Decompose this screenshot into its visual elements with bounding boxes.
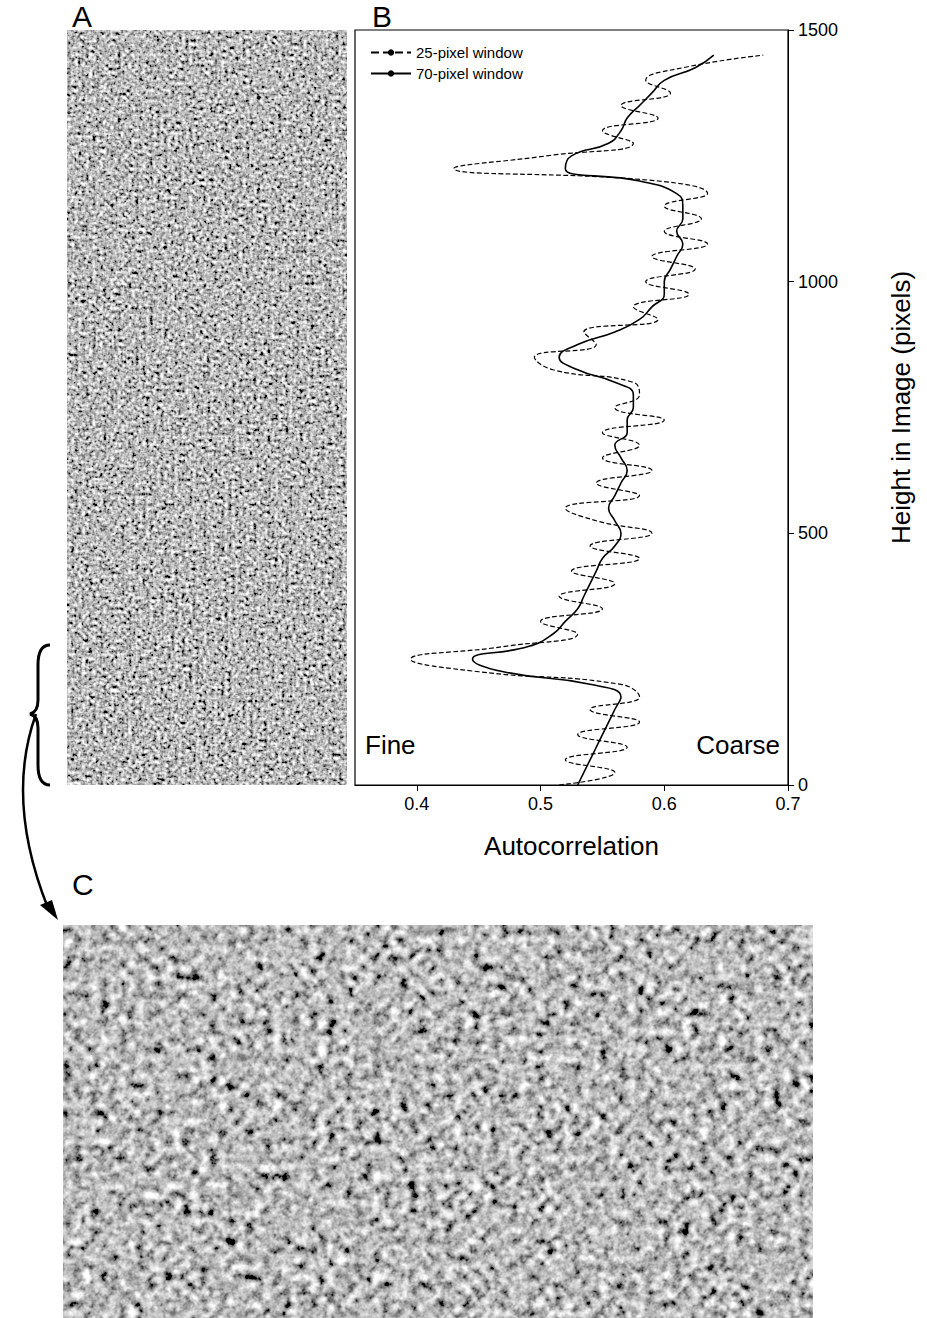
svg-text:0.6: 0.6 xyxy=(652,794,677,814)
svg-text:1000: 1000 xyxy=(798,272,838,292)
html-text:B: B xyxy=(372,0,392,33)
svg-text:Fine: Fine xyxy=(365,730,416,760)
svg-text:Coarse: Coarse xyxy=(696,730,780,760)
svg-text:0: 0 xyxy=(798,775,808,795)
svg-text:Height in Image (pixels): Height in Image (pixels) xyxy=(886,271,916,544)
html-text:C: C xyxy=(72,868,94,901)
svg-text:0.7: 0.7 xyxy=(775,794,800,814)
svg-text:70-pixel window: 70-pixel window xyxy=(416,65,523,82)
svg-text:25-pixel window: 25-pixel window xyxy=(416,44,523,61)
svg-text:1500: 1500 xyxy=(798,20,838,40)
svg-text:0.5: 0.5 xyxy=(528,794,553,814)
svg-text:0.4: 0.4 xyxy=(404,794,429,814)
svg-text:500: 500 xyxy=(798,523,828,543)
svg-text:Autocorrelation: Autocorrelation xyxy=(484,831,659,861)
html-text:A: A xyxy=(72,0,92,33)
